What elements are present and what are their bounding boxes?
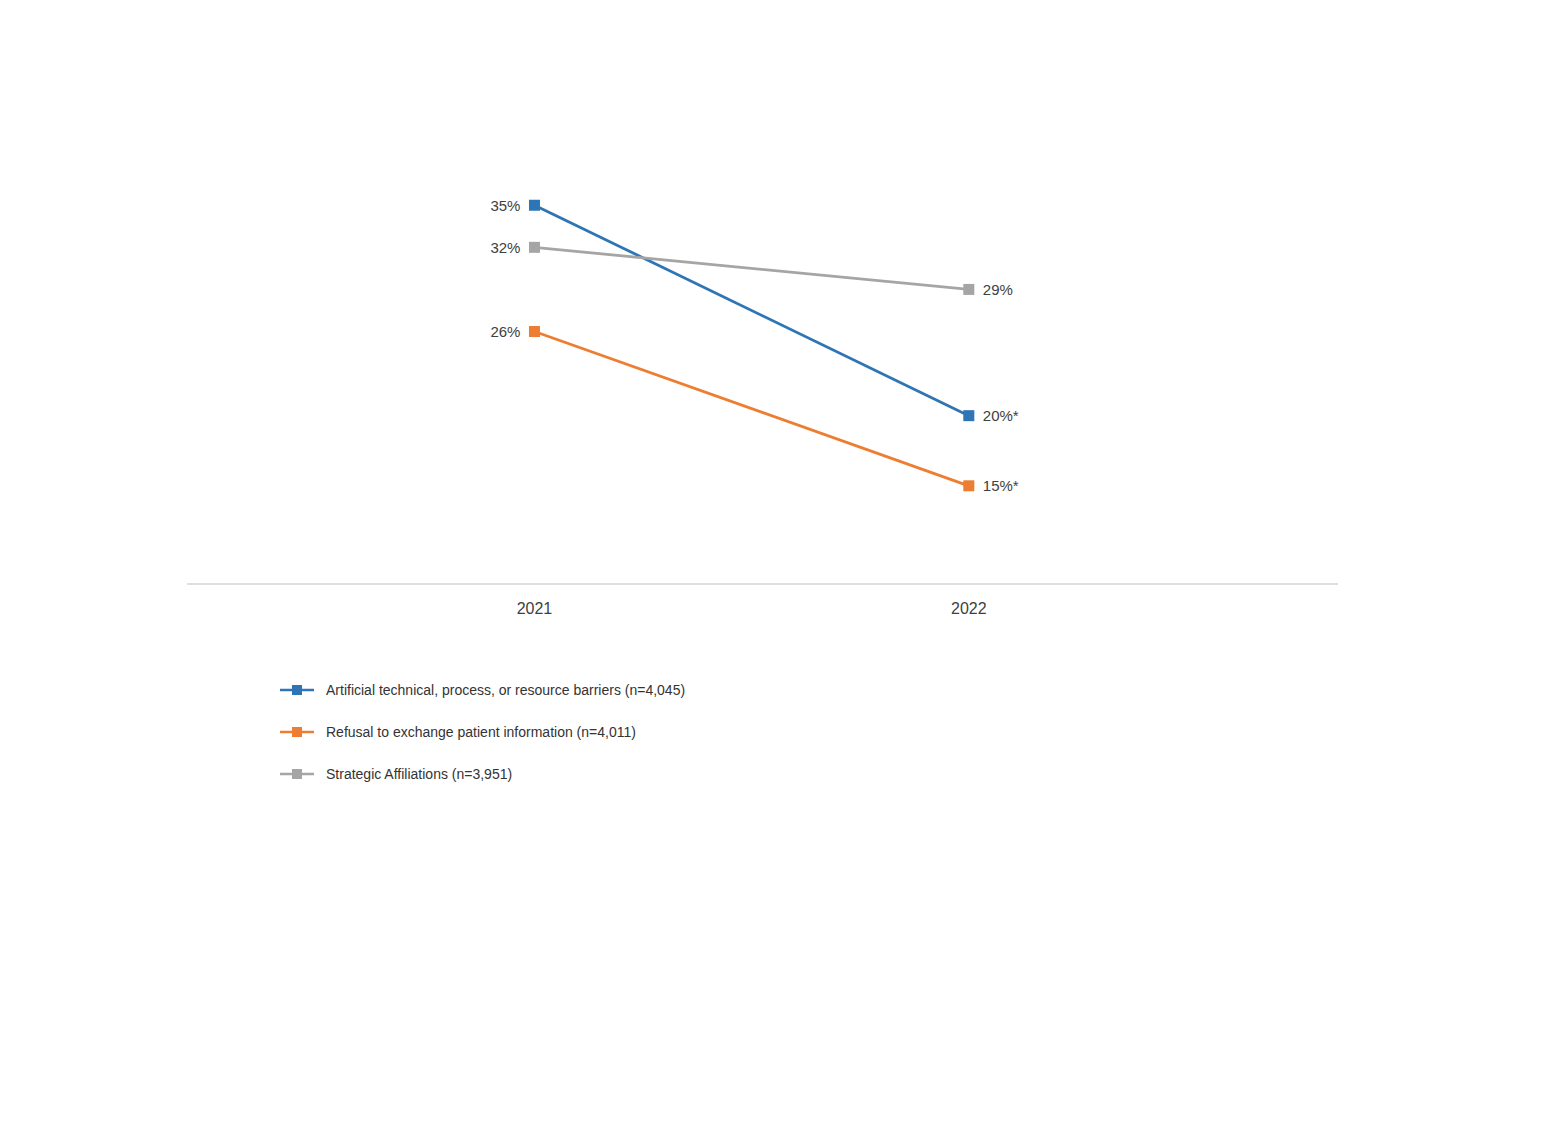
point-marker — [963, 480, 974, 491]
legend-swatch-marker — [292, 727, 302, 737]
chart-container: 2021 2022 35% 20%* 26% 15%* 32% 29% Artificial t… — [0, 0, 1556, 1123]
legend: Artificial technical, process, or resour… — [280, 682, 685, 782]
point-marker — [963, 410, 974, 421]
series-line — [534, 247, 968, 289]
data-label: 29% — [983, 281, 1013, 298]
point-marker — [529, 242, 540, 253]
point-marker — [529, 326, 540, 337]
x-axis-line — [187, 583, 1338, 584]
x-tick-label: 2021 — [517, 600, 553, 617]
series-line — [534, 205, 968, 415]
data-label: 26% — [490, 323, 520, 340]
data-label: 32% — [490, 239, 520, 256]
data-label: 35% — [490, 197, 520, 214]
data-label: 20%* — [983, 407, 1019, 424]
legend-swatch-marker — [292, 769, 302, 779]
plot-marks — [529, 200, 974, 492]
data-label: 15%* — [983, 477, 1019, 494]
x-tick-label: 2022 — [951, 600, 987, 617]
legend-swatch-marker — [292, 685, 302, 695]
legend-label: Artificial technical, process, or resour… — [326, 682, 685, 698]
point-marker — [963, 284, 974, 295]
series-line — [534, 332, 968, 486]
legend-label: Strategic Affiliations (n=3,951) — [326, 766, 512, 782]
legend-label: Refusal to exchange patient information … — [326, 724, 636, 740]
chart-svg: 2021 2022 35% 20%* 26% 15%* 32% 29% Artificial t… — [0, 0, 1556, 1123]
point-marker — [529, 200, 540, 211]
